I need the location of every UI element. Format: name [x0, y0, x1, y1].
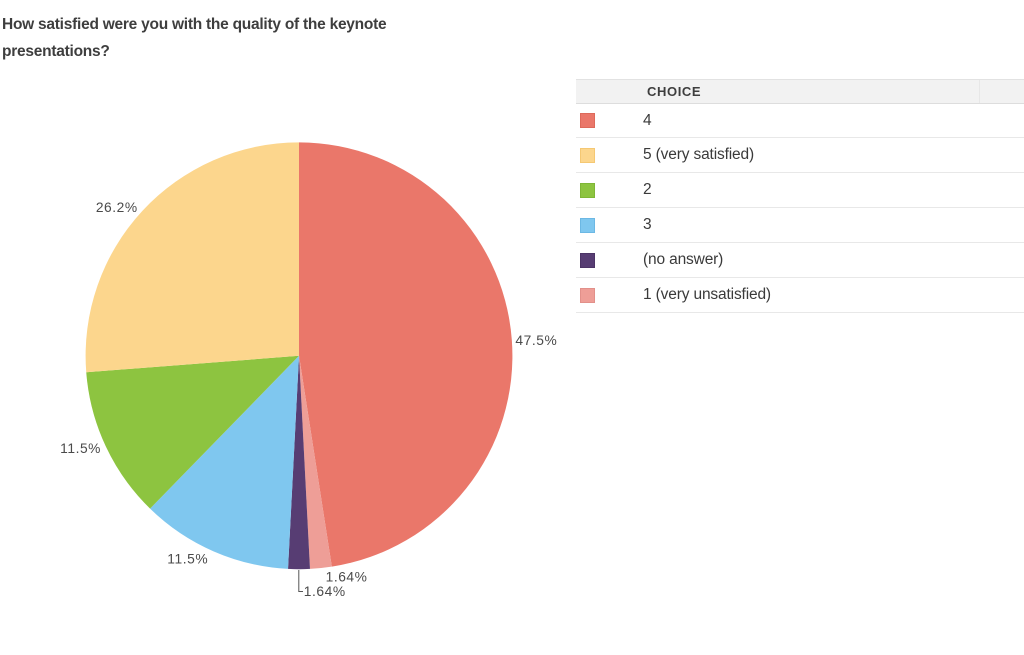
svg-text:26.2%: 26.2%: [96, 200, 138, 215]
svg-text:47.5%: 47.5%: [515, 333, 557, 348]
svg-text:11.5%: 11.5%: [60, 441, 101, 456]
svg-text:11.5%: 11.5%: [167, 551, 208, 566]
svg-text:1.64%: 1.64%: [326, 570, 368, 585]
svg-text:1.64%: 1.64%: [304, 584, 346, 599]
